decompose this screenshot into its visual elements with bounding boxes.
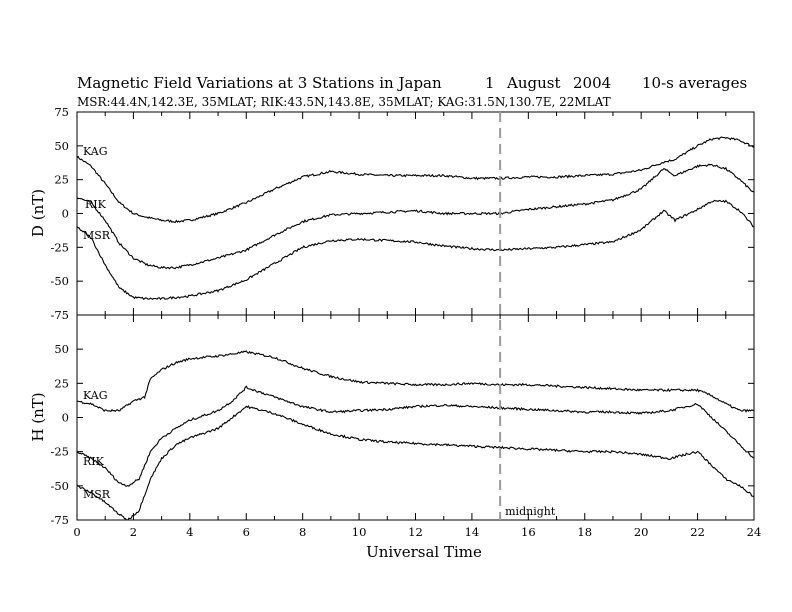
- station-label-kag: KAG: [83, 389, 108, 402]
- station-label-kag: KAG: [83, 145, 108, 158]
- x-tick-label: 22: [690, 525, 705, 539]
- x-tick-label: 8: [299, 525, 306, 539]
- station-label-rik: RIK: [83, 455, 105, 468]
- x-tick-label: 4: [186, 525, 193, 539]
- h-panel-frame: [76, 314, 755, 521]
- x-tick-label: 10: [352, 525, 367, 539]
- date-day: 1: [485, 74, 495, 92]
- station-coordinates: MSR:44.4N,142.3E, 35MLAT; RIK:43.5N,143.…: [77, 95, 611, 109]
- x-tick-label: 0: [73, 525, 80, 539]
- h-panel: -75 -50 -25 0 25 50 KAG RIK MSR H (nT): [29, 314, 755, 527]
- x-tick-labels: 0 2 4 6 8 10 12 14 16 18 20 22 24: [73, 525, 761, 539]
- d-panel-ticks: -75 -50 -25 0 25 50 75: [50, 105, 755, 322]
- y-tick-label: -25: [50, 240, 69, 254]
- x-tick-label: 6: [243, 525, 250, 539]
- date-year: 2004: [573, 74, 611, 92]
- y-tick-label: -25: [50, 445, 69, 459]
- x-tick-label: 16: [521, 525, 536, 539]
- y-tick-label: 50: [54, 139, 69, 153]
- averaging-label: 10-s averages: [642, 74, 747, 92]
- y-tick-label: 25: [54, 173, 69, 187]
- y-tick-label: -75: [50, 513, 69, 527]
- d-panel-station-labels: KAG RIK MSR: [83, 145, 111, 242]
- y-tick-label: 50: [54, 342, 69, 356]
- y-tick-label: 0: [62, 207, 69, 221]
- trace-rik: [76, 163, 755, 270]
- h-axis-label: H (nT): [29, 392, 47, 441]
- d-axis-label: D (nT): [29, 189, 47, 237]
- y-tick-label: -75: [50, 308, 69, 322]
- station-label-rik: RIK: [85, 198, 107, 211]
- y-tick-label: 0: [62, 411, 69, 425]
- d-panel-traces: [76, 136, 755, 301]
- x-tick-label: 2: [130, 525, 137, 539]
- y-tick-label: 25: [54, 376, 69, 390]
- x-axis-label: Universal Time: [366, 543, 482, 561]
- x-tick-label: 18: [577, 525, 592, 539]
- trace-kag: [76, 136, 755, 224]
- station-label-msr: MSR: [83, 229, 111, 242]
- trace-kag: [77, 350, 755, 413]
- d-panel: -75 -50 -25 0 25 50 75 KAG RIK MSR D (nT): [29, 105, 755, 322]
- y-tick-label: -50: [50, 479, 69, 493]
- date-month: August: [506, 74, 560, 92]
- trace-rik: [76, 385, 755, 487]
- x-tick-label: 12: [408, 525, 423, 539]
- trace-msr: [76, 199, 755, 301]
- x-tick-label: 24: [747, 525, 762, 539]
- chart-title: Magnetic Field Variations at 3 Stations …: [77, 74, 442, 92]
- d-panel-frame: [76, 111, 755, 316]
- h-panel-ticks: -75 -50 -25 0 25 50: [50, 314, 755, 527]
- x-tick-label: 14: [465, 525, 480, 539]
- midnight-label: midnight: [505, 505, 556, 518]
- h-panel-station-labels: KAG RIK MSR: [83, 389, 111, 501]
- y-tick-label: -50: [50, 274, 69, 288]
- trace-msr: [76, 405, 755, 521]
- station-label-msr: MSR: [83, 488, 111, 501]
- x-tick-label: 20: [634, 525, 649, 539]
- h-panel-traces: [76, 350, 755, 521]
- y-tick-label: 75: [54, 105, 69, 119]
